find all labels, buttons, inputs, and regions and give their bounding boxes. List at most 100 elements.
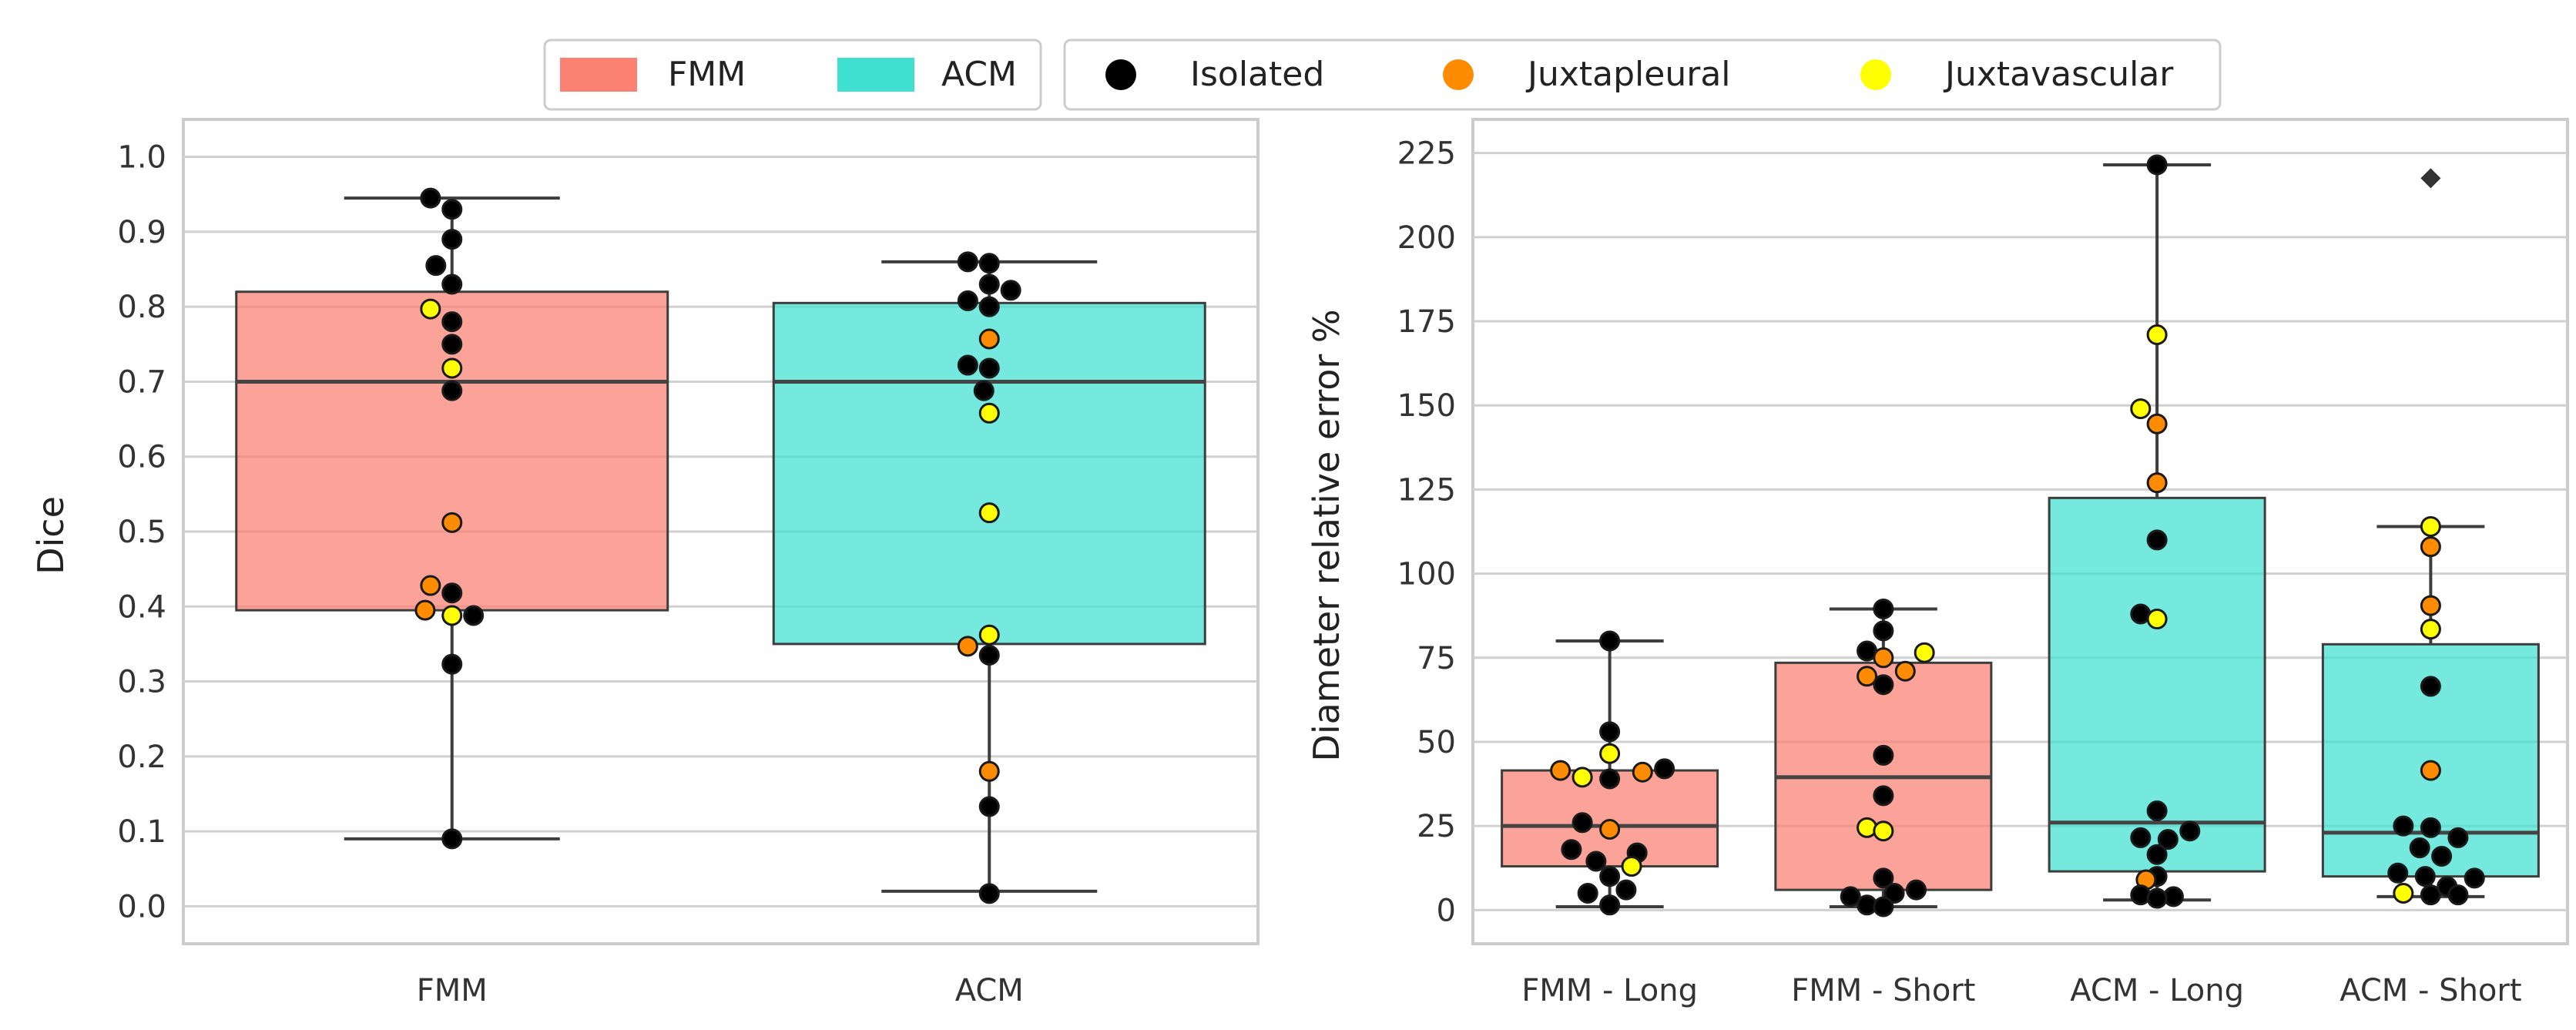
dice-boxes <box>235 196 1206 893</box>
legend-label-fmm: FMM <box>668 55 746 94</box>
point-juxtavascular-acm-long <box>2146 324 2168 346</box>
diameter-y-tick-label: 175 <box>1397 304 1456 340</box>
point-isolated-fmm-long <box>1571 812 1593 834</box>
point-isolated-acm-long <box>2146 154 2168 176</box>
diameter-y-tick-label: 75 <box>1417 641 1456 676</box>
dice-y-tick-label: 0.8 <box>117 290 166 325</box>
point-isolated-fmm-long <box>1599 866 1621 887</box>
point-juxtavascular-fmm-short <box>1857 817 1878 838</box>
point-isolated-acm <box>978 273 1000 295</box>
box-acm <box>772 301 1206 646</box>
point-isolated-fmm-short <box>1873 620 1894 642</box>
point-isolated-acm <box>978 796 1000 817</box>
point-isolated-fmm <box>441 380 463 401</box>
point-juxtapleural-fmm-long <box>1550 760 1571 781</box>
point-juxtapleural-fmm-short <box>1894 660 1916 682</box>
diameter-y-tick-label: 225 <box>1397 136 1456 172</box>
point-isolated-fmm-long <box>1585 851 1607 872</box>
point-juxtavascular-fmm-short <box>1873 820 1894 842</box>
point-isolated-fmm-short <box>1873 896 1894 918</box>
point-isolated-acm <box>978 645 1000 666</box>
point-isolated-acm <box>978 296 1000 317</box>
point-isolated-fmm <box>441 828 463 850</box>
dice-y-axis-label: Dice <box>30 496 72 575</box>
point-isolated-fmm-short <box>1883 882 1905 904</box>
point-isolated-fmm <box>441 334 463 355</box>
point-isolated-fmm-long <box>1577 882 1598 904</box>
point-juxtapleural-acm-short <box>2420 595 2441 616</box>
diameter-y-tick-label: 150 <box>1397 388 1456 424</box>
diameter-y-tick-label: 200 <box>1397 220 1456 256</box>
dice-x-tick-label: ACM <box>955 973 1024 1008</box>
point-isolated-acm-long <box>2130 827 2152 848</box>
point-isolated-acm-short <box>2420 676 2441 697</box>
point-juxtapleural-acm-short <box>2420 536 2441 558</box>
dice-y-tick-label: 0.5 <box>117 515 166 550</box>
point-isolated-fmm <box>441 199 463 220</box>
point-isolated-acm-short <box>2464 867 2485 889</box>
diameter-plot-frame <box>1471 118 2569 945</box>
legend-label-acm: ACM <box>941 55 1017 94</box>
point-isolated-acm-long <box>2179 820 2201 842</box>
point-juxtapleural-acm <box>978 328 1000 350</box>
point-isolated-acm-short <box>2387 862 2409 884</box>
point-isolated-acm-short <box>2409 837 2430 859</box>
dice-y-tick-label: 0.1 <box>117 814 166 850</box>
legend-points: Isolated Juxtapleural Juxtavascular <box>1063 39 2222 111</box>
point-juxtapleural-fmm-short <box>1857 666 1878 687</box>
point-isolated-fmm <box>441 311 463 333</box>
point-isolated-fmm-short <box>1906 879 1927 901</box>
point-isolated-fmm-short <box>1873 867 1894 889</box>
diameter-x-tick-label: FMM - Short <box>1791 973 1975 1008</box>
dice-boxplot-panel: 0.0 0.1 0.2 0.3 0.4 0.5 0.6 0.7 0.8 0.9 1.0 FMM ACM… <box>30 118 1259 1008</box>
point-juxtavascular-acm <box>978 502 1000 524</box>
point-isolated-acm <box>978 253 1000 274</box>
dice-y-tick-label: 1.0 <box>117 140 166 176</box>
diameter-x-tick-label: ACM - Short <box>2340 973 2521 1008</box>
legend-boxes: FMM ACM <box>543 39 1042 111</box>
point-isolated-fmm-long <box>1561 839 1582 861</box>
dice-x-ticks: FMM ACM <box>417 973 1024 1008</box>
point-isolated-acm <box>957 251 978 273</box>
point-juxtavascular-acm-short <box>2393 882 2414 904</box>
legend-boxes-frame <box>543 39 1042 111</box>
point-isolated-fmm <box>425 255 447 277</box>
diameter-y-tick-label: 125 <box>1397 472 1456 508</box>
point-isolated-acm <box>978 883 1000 904</box>
point-juxtapleural-acm <box>957 636 978 657</box>
point-isolated-acm-long <box>2146 887 2168 909</box>
point-juxtavascular-fmm-long <box>1599 743 1621 764</box>
point-juxtapleural-acm-long <box>2146 413 2168 434</box>
point-juxtavascular-acm-long <box>2130 398 2152 420</box>
point-juxtavascular-acm-long <box>2146 609 2168 630</box>
point-isolated-fmm-long <box>1615 879 1637 901</box>
point-isolated-fmm-short <box>1840 886 1861 908</box>
point-isolated-acm-short <box>2414 866 2436 887</box>
point-isolated-acm-short <box>2431 845 2453 867</box>
dice-y-tick-label: 0.9 <box>117 215 166 250</box>
point-isolated-fmm-long <box>1599 768 1621 790</box>
point-juxtavascular-acm-short <box>2420 619 2441 640</box>
point-isolated-acm-short <box>2420 884 2441 906</box>
point-isolated-fmm <box>441 582 463 604</box>
point-juxtavascular-fmm <box>441 605 463 626</box>
dice-y-ticks: 0.0 0.1 0.2 0.3 0.4 0.5 0.6 0.7 0.8 0.9 1.0 <box>117 140 166 925</box>
legend-swatch-acm <box>837 58 914 92</box>
point-isolated-acm <box>978 357 1000 379</box>
point-isolated-fmm-long <box>1654 758 1675 780</box>
diameter-points <box>1550 154 2485 918</box>
legend-marker-isolated <box>1105 59 1136 90</box>
point-isolated-acm-short <box>2393 815 2414 837</box>
point-juxtapleural-fmm <box>441 512 463 533</box>
point-isolated-fmm-short <box>1873 785 1894 807</box>
outlier-marker-acm-short <box>2420 168 2441 189</box>
legend-swatch-fmm <box>560 58 637 92</box>
diameter-y-tick-label: 0 <box>1437 893 1456 928</box>
point-isolated-acm-long <box>2130 884 2152 906</box>
legend-label-juxtavascular: Juxtavascular <box>1943 55 2174 94</box>
point-juxtavascular-fmm <box>441 357 463 379</box>
point-isolated-acm-long <box>2146 844 2168 865</box>
point-juxtapleural-acm-long <box>2146 472 2168 494</box>
point-juxtavascular-acm <box>978 624 1000 646</box>
